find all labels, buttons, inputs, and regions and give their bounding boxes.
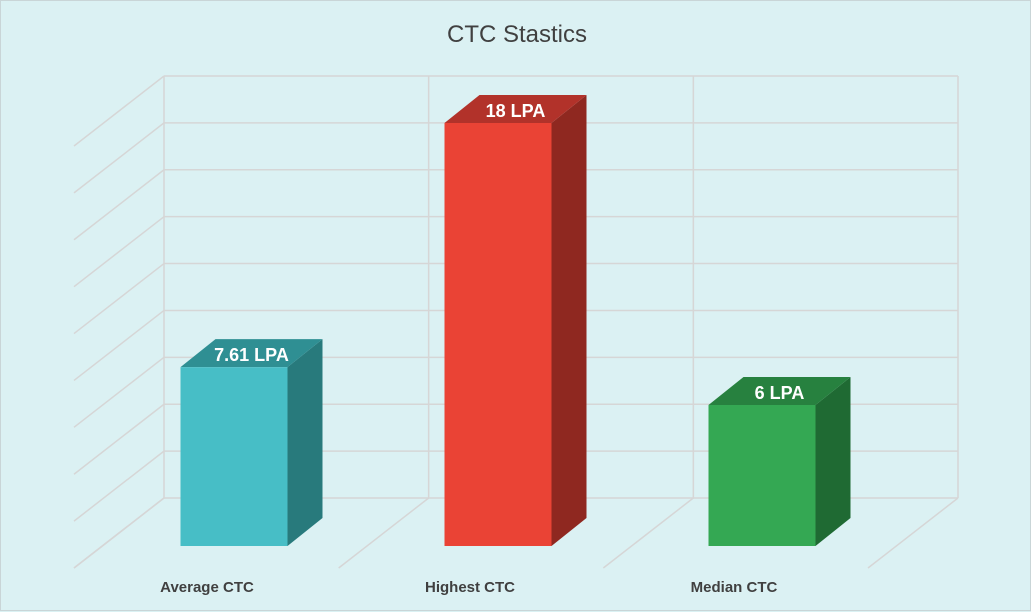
bar-highest-ctc: 18 LPA — [444, 95, 587, 546]
side-gridline — [73, 262, 165, 335]
bar-average-ctc: 7.61 LPA — [180, 339, 323, 546]
category-labels: Average CTC Highest CTC Median CTC — [160, 579, 777, 596]
side-gridline — [73, 216, 165, 288]
floor-gridline — [338, 497, 430, 569]
data-label: 18 LPA — [486, 101, 546, 121]
data-label: 6 LPA — [755, 383, 805, 403]
bar-top — [708, 377, 851, 405]
side-gridline — [73, 309, 165, 382]
bar-top — [180, 339, 323, 368]
side-gridline — [73, 450, 165, 522]
side-gridline — [73, 356, 165, 428]
side-gridline — [73, 403, 165, 475]
floor-gridline — [602, 497, 694, 569]
bar-front — [444, 123, 552, 546]
data-label: 7.61 LPA — [214, 345, 289, 365]
floor-gridline — [867, 497, 959, 569]
floor-gridline — [73, 497, 165, 569]
side-gridline — [73, 122, 165, 194]
side-gridline — [73, 75, 165, 147]
chart-title: CTC Stastics — [447, 21, 587, 48]
category-label: Average CTC — [160, 579, 254, 596]
bar-side — [287, 339, 323, 546]
bar-side — [551, 95, 587, 546]
bar-median-ctc: 6 LPA — [708, 377, 851, 546]
bar-front — [708, 405, 816, 546]
bar-side — [815, 377, 851, 546]
bars: 7.61 LPA 18 LPA 6 LPA — [180, 95, 851, 546]
bar-top — [444, 95, 587, 123]
bar-front — [180, 367, 288, 546]
category-label: Highest CTC — [425, 579, 515, 596]
side-gridline — [73, 169, 165, 241]
category-label: Median CTC — [691, 579, 778, 596]
